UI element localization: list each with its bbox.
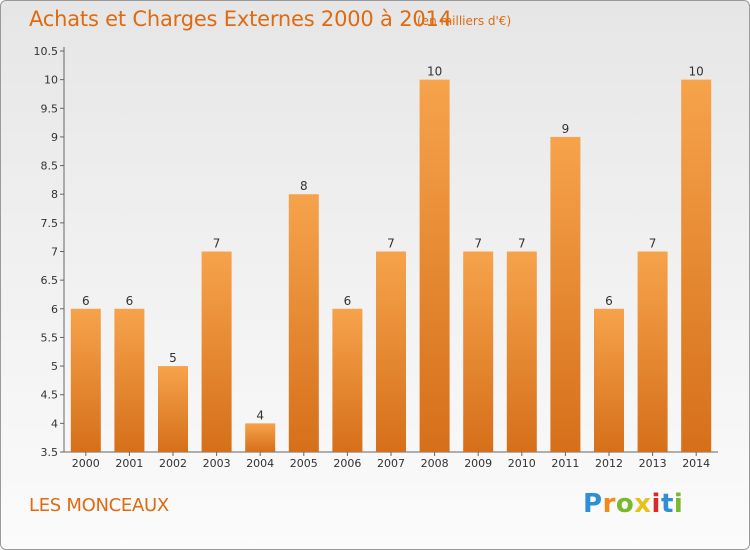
x-tick-label: 2013 — [639, 457, 667, 470]
x-tick-label: 2005 — [290, 457, 318, 470]
data-label: 7 — [518, 237, 526, 251]
x-tick-label: 2000 — [72, 457, 100, 470]
data-label: 8 — [300, 179, 308, 193]
logo-letter: o — [615, 489, 635, 519]
y-tick-label: 3.5 — [41, 446, 59, 459]
data-label: 9 — [562, 122, 570, 136]
chart-title: Achats et Charges Externes 2000 à 2014 — [29, 7, 452, 31]
y-tick-label: 8 — [51, 188, 58, 201]
proxiti-logo: Proxiti — [583, 489, 683, 519]
bar — [463, 251, 494, 452]
bar — [376, 251, 406, 452]
x-tick-label: 2001 — [115, 457, 143, 470]
data-label: 7 — [474, 237, 482, 251]
data-label: 6 — [605, 294, 613, 308]
y-tick-label: 10.5 — [34, 45, 59, 58]
data-label: 5 — [169, 351, 177, 365]
bar — [550, 136, 581, 452]
x-tick-label: 2003 — [203, 457, 231, 470]
bar — [506, 251, 537, 452]
data-label: 6 — [82, 294, 90, 308]
bar — [245, 423, 276, 452]
commune-name: LES MONCEAUX — [29, 495, 169, 516]
bar — [332, 308, 363, 452]
y-tick-label: 8.5 — [41, 160, 59, 173]
bar — [594, 308, 624, 452]
x-tick-label: 2009 — [464, 457, 492, 470]
data-label: 10 — [427, 65, 442, 79]
bar — [419, 79, 450, 453]
y-tick-label: 9.5 — [41, 102, 59, 115]
y-tick-label: 7.5 — [41, 217, 59, 230]
y-tick-label: 7 — [51, 246, 58, 259]
logo-letter: r — [602, 489, 616, 519]
bar — [637, 251, 668, 452]
x-tick-label: 2008 — [421, 457, 449, 470]
x-tick-label: 2012 — [595, 457, 623, 470]
bar — [288, 194, 319, 452]
y-tick-label: 6 — [51, 303, 58, 316]
y-tick-label: 6.5 — [41, 274, 59, 287]
data-label: 7 — [649, 237, 657, 251]
bar — [201, 251, 232, 452]
y-tick-label: 5 — [51, 360, 58, 373]
y-tick-label: 9 — [51, 131, 58, 144]
x-tick-label: 2014 — [682, 457, 710, 470]
x-tick-label: 2011 — [551, 457, 579, 470]
x-tick-label: 2006 — [333, 457, 361, 470]
y-tick-label: 10 — [44, 74, 58, 87]
bar — [158, 366, 188, 452]
y-tick-label: 4.5 — [41, 389, 59, 402]
logo-letter: i — [673, 489, 684, 519]
chart-subtitle: (en milliers d'€) — [417, 14, 512, 28]
y-tick-label: 4 — [51, 417, 58, 430]
x-tick-label: 2010 — [508, 457, 536, 470]
data-label: 7 — [387, 237, 395, 251]
logo-letter: t — [660, 489, 674, 519]
data-label: 6 — [344, 294, 352, 308]
bar — [70, 308, 101, 452]
logo-letter: P — [583, 489, 603, 519]
data-label: 10 — [689, 65, 704, 79]
logo-letter: i — [651, 489, 661, 519]
x-tick-label: 2004 — [246, 457, 274, 470]
data-label: 6 — [126, 294, 134, 308]
data-label: 7 — [213, 237, 221, 251]
data-label: 4 — [256, 408, 264, 422]
bar — [681, 79, 712, 453]
y-tick-label: 5.5 — [41, 331, 59, 344]
bar — [114, 308, 145, 452]
x-tick-label: 2007 — [377, 457, 405, 470]
x-tick-label: 2002 — [159, 457, 187, 470]
logo-letter: x — [634, 489, 652, 519]
